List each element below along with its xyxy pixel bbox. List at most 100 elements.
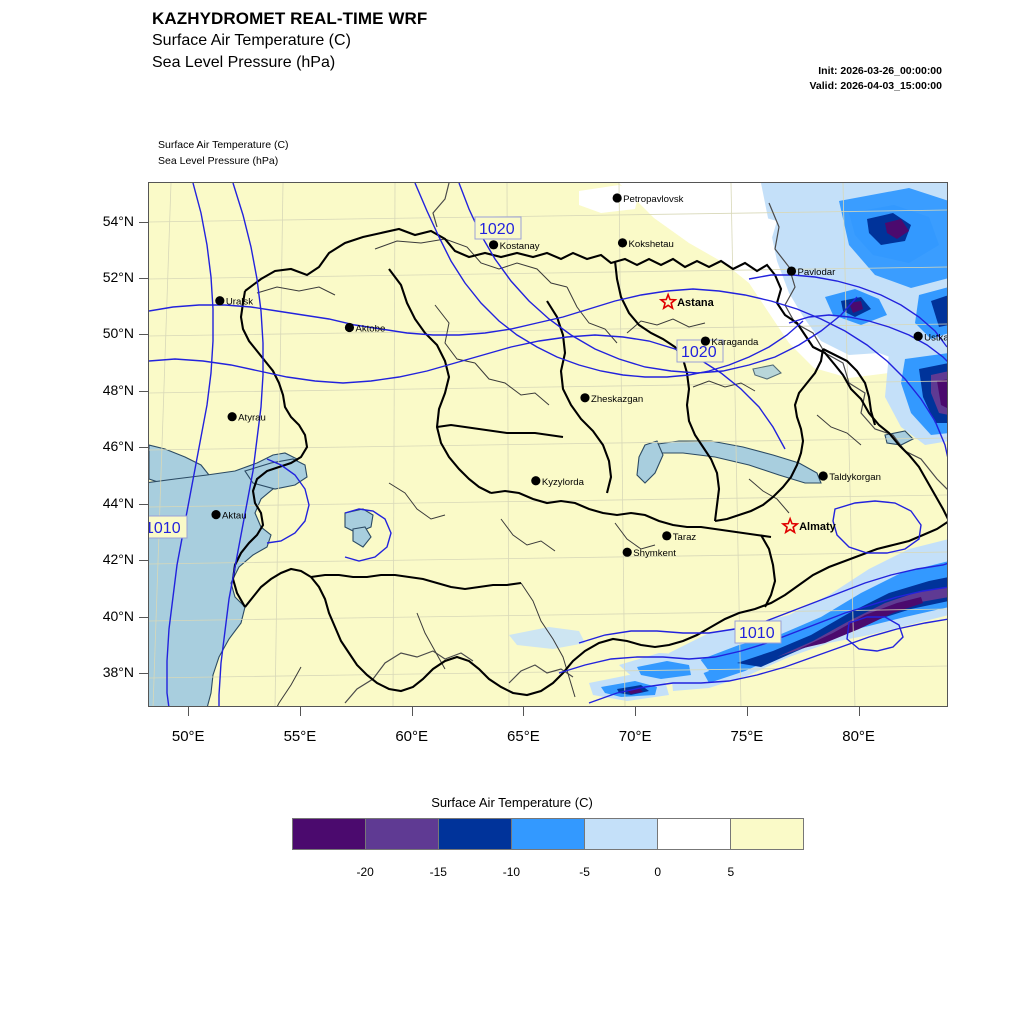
isobar-label-1010-south: 1010 xyxy=(739,625,775,642)
city-label: Taldykorgan xyxy=(829,472,881,483)
y-axis-label: 46°N xyxy=(102,438,134,455)
colorbar-band xyxy=(293,819,366,849)
city-dot-icon xyxy=(818,471,828,481)
colorbar-tick-label: -15 xyxy=(429,865,447,879)
city-label: Petropavlovsk xyxy=(623,194,683,205)
city-dot-icon xyxy=(617,238,628,248)
city-label: Taraz xyxy=(673,532,697,543)
city-label: Astana xyxy=(677,297,715,309)
x-axis-label: 75°E xyxy=(730,728,764,745)
weather-map[interactable]: 1020 1020 1010 1010 Petropavlovsk Kostana… xyxy=(148,182,948,707)
city-dot-icon xyxy=(913,331,923,341)
isobar-label-1010-west: 1010 xyxy=(149,520,181,537)
city-dot-icon xyxy=(662,531,672,541)
y-axis-tick xyxy=(139,503,148,505)
colorbar-band xyxy=(585,819,658,849)
city-marker: Kokshetau xyxy=(617,238,674,250)
city-label: Kostanay xyxy=(500,241,540,252)
city-label: Kyzylorda xyxy=(542,477,585,488)
page-title: KAZHYDROMET REAL-TIME WRF xyxy=(152,9,428,28)
header-title-block: KAZHYDROMET REAL-TIME WRF Surface Air Te… xyxy=(152,8,427,73)
valid-time-label: Valid: 2026-04-03_15:00:00 xyxy=(809,79,942,92)
x-axis-tick xyxy=(299,707,301,716)
city-marker: Petropavlovsk xyxy=(612,193,684,205)
y-axis-label: 48°N xyxy=(102,381,134,398)
city-marker: Karaganda xyxy=(700,336,759,348)
city-marker: Atyrau xyxy=(227,412,266,424)
y-axis-label: 40°N xyxy=(102,607,134,624)
isobar-labels: 1020 1020 1010 1010 xyxy=(149,216,782,644)
panel-caption: Surface Air Temperature (C) Sea Level Pr… xyxy=(158,138,289,170)
city-dot-icon xyxy=(700,336,711,346)
temperature-shading xyxy=(509,183,947,701)
y-axis-tick xyxy=(139,334,148,336)
city-marker: Aktau xyxy=(211,510,247,522)
y-axis-label: 42°N xyxy=(102,551,134,568)
model-run-info: Init: 2026-03-26_00:00:00 Valid: 2026-04… xyxy=(809,64,942,94)
city-layer: Petropavlovsk Kostanay Kokshetau Pavlodar Ur… xyxy=(211,193,948,559)
city-label: Pavlodar xyxy=(797,267,836,278)
x-axis-label: 65°E xyxy=(507,728,540,745)
city-marker: Taldykorgan xyxy=(818,471,881,483)
city-label: Kokshetau xyxy=(629,239,674,250)
city-dot-icon xyxy=(344,322,355,333)
y-axis-label: 52°N xyxy=(102,268,134,285)
y-axis-tick xyxy=(139,673,148,675)
city-marker: Astana xyxy=(658,292,715,310)
x-axis-label: 50°E xyxy=(171,728,205,745)
isobar-label-1020-east: 1020 xyxy=(681,344,717,361)
city-dot-icon xyxy=(622,547,632,557)
city-label: Karaganda xyxy=(711,337,759,348)
city-marker: Zheskazgan xyxy=(580,393,643,405)
colorbar-band xyxy=(366,819,439,849)
city-dot-icon xyxy=(580,393,590,403)
y-axis-tick xyxy=(139,277,148,279)
city-dot-icon xyxy=(612,193,622,203)
city-label: Shymkent xyxy=(633,548,676,559)
city-dot-icon xyxy=(215,296,225,306)
y-axis-label: 54°N xyxy=(102,212,134,229)
city-label: Ustkamen xyxy=(924,332,948,343)
y-axis-label: 38°N xyxy=(102,664,134,681)
x-axis-tick xyxy=(523,707,525,716)
temperature-colorbar[interactable] xyxy=(292,818,804,850)
panel-caption-pressure: Sea Level Pressure (hPa) xyxy=(158,154,279,167)
colorbar-tick-label: -10 xyxy=(502,865,521,879)
city-label: Uralsk xyxy=(226,297,253,308)
colorbar-tick-label: -20 xyxy=(356,865,374,879)
y-axis-label: 44°N xyxy=(102,494,134,511)
y-axis-label: 50°N xyxy=(102,325,134,342)
isobar-contours xyxy=(149,183,947,706)
isobar-label-1020-north: 1020 xyxy=(479,221,515,238)
colorbar-band xyxy=(658,819,731,849)
city-marker: Uralsk xyxy=(215,296,253,308)
capital-star-icon xyxy=(658,292,678,310)
x-axis-label: 60°E xyxy=(395,728,429,745)
y-axis-tick xyxy=(139,390,148,392)
x-axis-label: 80°E xyxy=(842,728,875,745)
x-axis-tick xyxy=(411,707,413,716)
y-axis-tick xyxy=(139,221,148,223)
x-axis-label: 70°E xyxy=(618,728,652,745)
city-dot-icon xyxy=(227,412,237,422)
city-dot-icon xyxy=(786,266,797,276)
panel-caption-temperature: Surface Air Temperature (C) xyxy=(158,139,289,151)
y-axis-tick xyxy=(139,616,148,618)
city-dot-icon xyxy=(488,240,499,250)
city-marker: Pavlodar xyxy=(786,266,836,278)
x-axis-tick xyxy=(635,707,637,716)
city-marker: Almaty xyxy=(780,516,837,535)
national-border xyxy=(231,227,947,697)
y-axis-tick xyxy=(139,560,148,562)
x-axis-label: 55°E xyxy=(283,728,317,745)
x-axis-tick xyxy=(188,707,190,716)
city-label: Aktobe xyxy=(355,324,385,335)
capital-star-icon xyxy=(780,516,800,535)
x-axis-tick xyxy=(858,707,860,716)
city-marker: Kostanay xyxy=(488,240,540,252)
city-label: Almaty xyxy=(799,521,837,533)
colorbar-tick-label: 0 xyxy=(654,865,662,879)
colorbar-band xyxy=(512,819,585,849)
y-axis-tick xyxy=(139,447,148,449)
init-time-label: Init: 2026-03-26_00:00:00 xyxy=(818,65,942,77)
